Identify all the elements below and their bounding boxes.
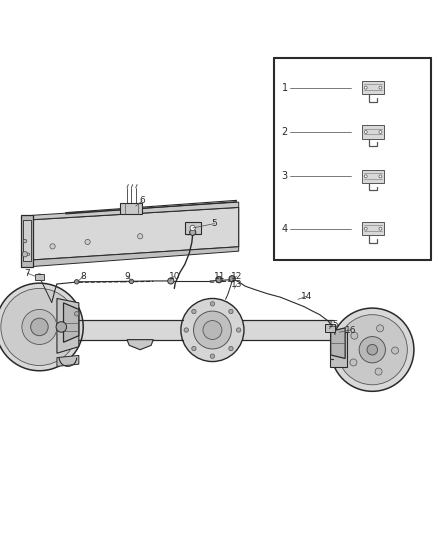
Circle shape [364, 175, 367, 178]
Text: 4: 4 [282, 224, 288, 233]
Circle shape [50, 244, 55, 249]
Circle shape [337, 314, 407, 385]
Text: 16: 16 [345, 326, 356, 335]
Text: 6: 6 [139, 196, 145, 205]
Polygon shape [242, 320, 333, 340]
Bar [325, 324, 335, 332]
Circle shape [210, 354, 215, 358]
Circle shape [138, 233, 143, 239]
Circle shape [364, 227, 367, 230]
Polygon shape [33, 207, 239, 260]
Circle shape [379, 227, 382, 230]
Text: 2: 2 [282, 127, 288, 137]
Circle shape [364, 86, 367, 89]
Circle shape [184, 328, 188, 332]
Circle shape [364, 131, 367, 133]
Circle shape [192, 346, 196, 351]
Circle shape [351, 332, 358, 339]
Text: 11: 11 [214, 272, 226, 281]
Circle shape [216, 277, 222, 282]
Circle shape [186, 230, 191, 235]
Polygon shape [23, 220, 31, 261]
Text: 12: 12 [231, 272, 242, 281]
Text: 5: 5 [212, 219, 218, 228]
Circle shape [190, 225, 195, 231]
Polygon shape [57, 298, 79, 353]
Circle shape [0, 283, 83, 371]
Circle shape [194, 311, 231, 349]
Circle shape [229, 276, 235, 282]
Circle shape [74, 280, 79, 284]
Circle shape [85, 239, 90, 245]
Text: 1: 1 [282, 83, 288, 93]
Polygon shape [362, 81, 384, 94]
Polygon shape [362, 125, 384, 139]
Polygon shape [57, 356, 79, 366]
Circle shape [237, 328, 241, 332]
Circle shape [31, 318, 48, 336]
Circle shape [229, 346, 233, 351]
Circle shape [181, 298, 244, 361]
Circle shape [22, 310, 57, 344]
Circle shape [379, 175, 382, 178]
Circle shape [392, 347, 399, 354]
Polygon shape [362, 169, 384, 183]
Circle shape [359, 336, 385, 363]
Polygon shape [21, 215, 33, 266]
Circle shape [379, 131, 382, 133]
Polygon shape [331, 340, 333, 359]
Polygon shape [46, 320, 183, 340]
Circle shape [192, 309, 196, 314]
Polygon shape [64, 303, 79, 342]
Circle shape [377, 325, 384, 332]
Text: 10: 10 [169, 272, 180, 281]
Circle shape [36, 274, 42, 280]
Circle shape [379, 86, 382, 89]
Polygon shape [33, 247, 239, 266]
Circle shape [229, 309, 233, 314]
Circle shape [375, 368, 382, 375]
Circle shape [129, 279, 134, 284]
Circle shape [210, 302, 215, 306]
Circle shape [22, 252, 28, 257]
Bar [120, 203, 142, 214]
Bar [185, 222, 201, 234]
Text: 7: 7 [24, 269, 30, 278]
Circle shape [27, 253, 30, 255]
Circle shape [350, 359, 357, 366]
Text: 15: 15 [328, 320, 339, 329]
Circle shape [203, 320, 222, 340]
Circle shape [74, 312, 79, 316]
Circle shape [367, 344, 378, 355]
Circle shape [326, 325, 332, 331]
Text: 3: 3 [282, 171, 288, 181]
Circle shape [56, 322, 67, 332]
Text: 14: 14 [301, 292, 312, 301]
Bar [330, 332, 347, 367]
Polygon shape [33, 202, 239, 220]
Bar [35, 273, 44, 280]
Circle shape [190, 229, 196, 236]
Circle shape [168, 278, 174, 284]
Polygon shape [127, 340, 153, 350]
Circle shape [331, 308, 414, 391]
Text: 8: 8 [80, 272, 86, 281]
Circle shape [23, 239, 27, 243]
Text: 13: 13 [231, 280, 242, 289]
Text: 9: 9 [124, 272, 130, 281]
Polygon shape [331, 328, 345, 359]
Polygon shape [362, 222, 384, 236]
Circle shape [1, 288, 78, 366]
